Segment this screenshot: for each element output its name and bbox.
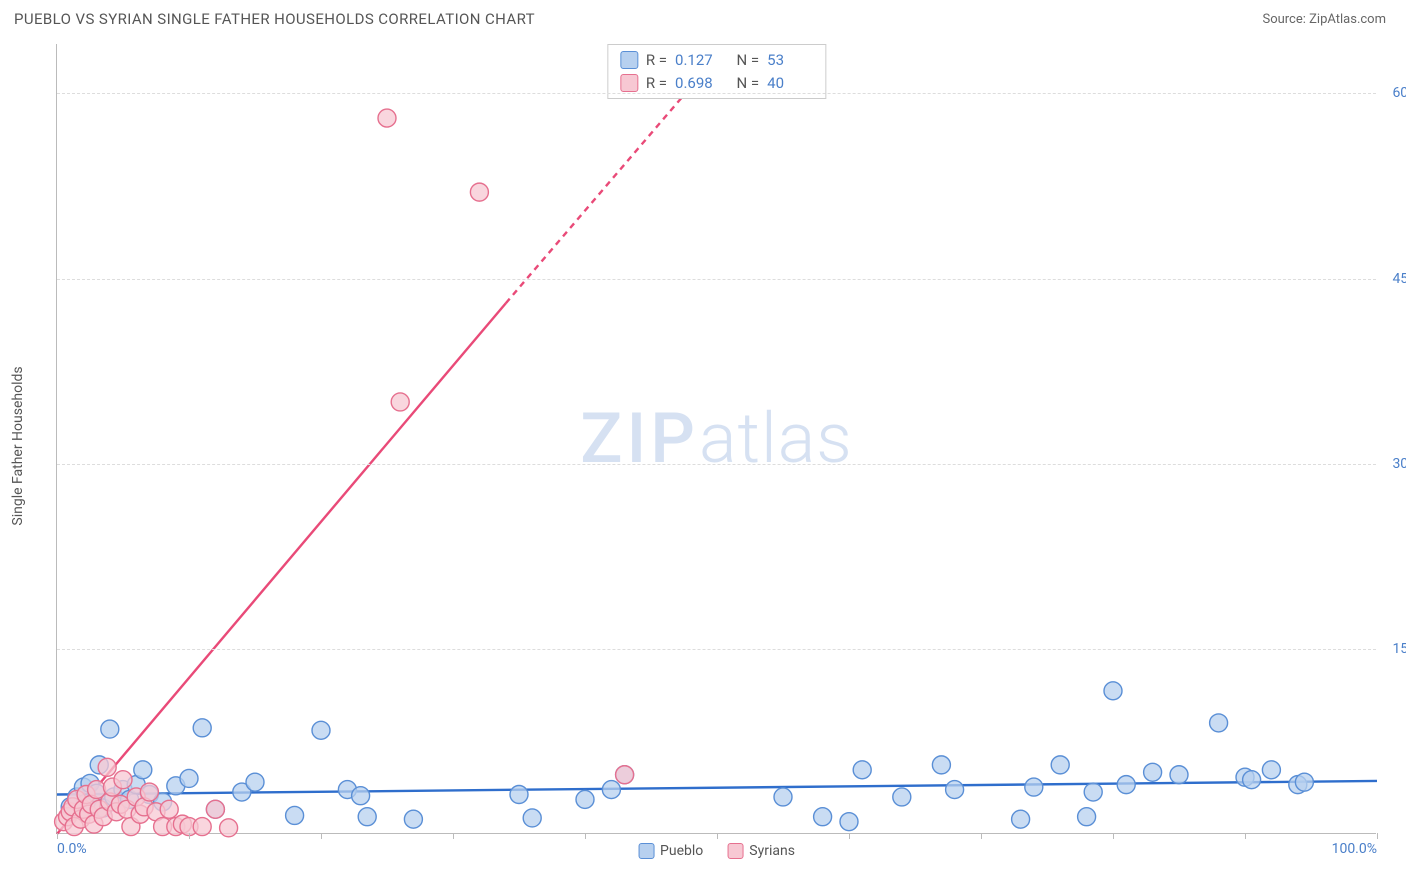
- x-tick: [849, 833, 850, 839]
- x-tick-label: 0.0%: [57, 841, 87, 857]
- legend-swatch: [638, 843, 654, 859]
- stats-r-value: 0.698: [675, 72, 721, 95]
- x-tick: [189, 833, 190, 839]
- data-point: [602, 781, 620, 799]
- stats-legend-box: R = 0.127 N = 53R = 0.698 N = 40: [607, 44, 826, 99]
- x-tick: [1377, 833, 1378, 839]
- data-point: [193, 818, 211, 836]
- data-point: [404, 810, 422, 828]
- legend-item: Syrians: [727, 843, 795, 859]
- data-point: [814, 808, 832, 826]
- data-point: [1025, 778, 1043, 796]
- x-tick-label: 100.0%: [1332, 841, 1377, 857]
- x-tick: [321, 833, 322, 839]
- stats-n-label: N =: [729, 72, 759, 95]
- stats-n-value: 53: [767, 49, 813, 72]
- data-point: [1104, 682, 1122, 700]
- data-point: [1210, 714, 1228, 732]
- x-tick: [717, 833, 718, 839]
- data-point: [101, 720, 119, 738]
- y-tick-label: 60.0%: [1392, 85, 1406, 101]
- data-point: [840, 813, 858, 831]
- data-point: [1051, 756, 1069, 774]
- data-point: [160, 800, 178, 818]
- data-point: [1144, 763, 1162, 781]
- data-point: [1084, 783, 1102, 801]
- x-tick: [981, 833, 982, 839]
- data-point: [98, 758, 116, 776]
- y-tick-label: 15.0%: [1392, 641, 1406, 657]
- data-point: [352, 787, 370, 805]
- data-point: [853, 761, 871, 779]
- data-point: [286, 806, 304, 824]
- gridline: [57, 649, 1376, 650]
- x-tick: [1245, 833, 1246, 839]
- chart-title: PUEBLO VS SYRIAN SINGLE FATHER HOUSEHOLD…: [14, 10, 535, 28]
- y-tick-label: 30.0%: [1392, 456, 1406, 472]
- data-point: [312, 721, 330, 739]
- data-point: [114, 771, 132, 789]
- stats-row: R = 0.127 N = 53: [620, 49, 813, 72]
- legend-label: Pueblo: [660, 843, 703, 859]
- data-point: [470, 183, 488, 201]
- stats-n-value: 40: [767, 72, 813, 95]
- x-tick: [585, 833, 586, 839]
- data-point: [206, 800, 224, 818]
- x-tick: [57, 833, 58, 839]
- stats-r-label: R =: [646, 49, 667, 72]
- data-point: [378, 109, 396, 127]
- data-point: [1012, 810, 1030, 828]
- data-point: [1170, 766, 1188, 784]
- gridline: [57, 279, 1376, 280]
- stats-row: R = 0.698 N = 40: [620, 72, 813, 95]
- data-point: [134, 761, 152, 779]
- data-point: [510, 786, 528, 804]
- x-tick: [1113, 833, 1114, 839]
- legend-swatch: [727, 843, 743, 859]
- data-point: [140, 783, 158, 801]
- data-point: [220, 819, 238, 837]
- y-axis-label: Single Father Households: [10, 366, 26, 525]
- source-label: Source: ZipAtlas.com: [1262, 12, 1386, 27]
- stats-n-label: N =: [729, 49, 759, 72]
- data-point: [893, 788, 911, 806]
- data-point: [616, 766, 634, 784]
- data-point: [193, 719, 211, 737]
- data-point: [1295, 773, 1313, 791]
- data-point: [946, 781, 964, 799]
- data-point: [774, 788, 792, 806]
- legend-bottom: Pueblo Syrians: [638, 843, 795, 859]
- data-point: [1117, 776, 1135, 794]
- data-point: [1262, 761, 1280, 779]
- data-point: [523, 809, 541, 827]
- scatter-plot-svg: [57, 44, 1376, 833]
- legend-item: Pueblo: [638, 843, 703, 859]
- gridline: [57, 464, 1376, 465]
- data-point: [180, 769, 198, 787]
- stats-swatch: [620, 74, 638, 92]
- data-point: [391, 393, 409, 411]
- data-point: [1243, 771, 1261, 789]
- data-point: [246, 773, 264, 791]
- y-tick-label: 45.0%: [1392, 271, 1406, 287]
- data-point: [358, 808, 376, 826]
- data-point: [932, 756, 950, 774]
- stats-r-label: R =: [646, 72, 667, 95]
- stats-r-value: 0.127: [675, 49, 721, 72]
- gridline: [57, 93, 1376, 94]
- legend-label: Syrians: [749, 843, 795, 859]
- stats-swatch: [620, 51, 638, 69]
- x-tick: [453, 833, 454, 839]
- chart-plot-area: ZIPatlas R = 0.127 N = 53R = 0.698 N = 4…: [56, 44, 1376, 834]
- data-point: [576, 790, 594, 808]
- data-point: [1078, 808, 1096, 826]
